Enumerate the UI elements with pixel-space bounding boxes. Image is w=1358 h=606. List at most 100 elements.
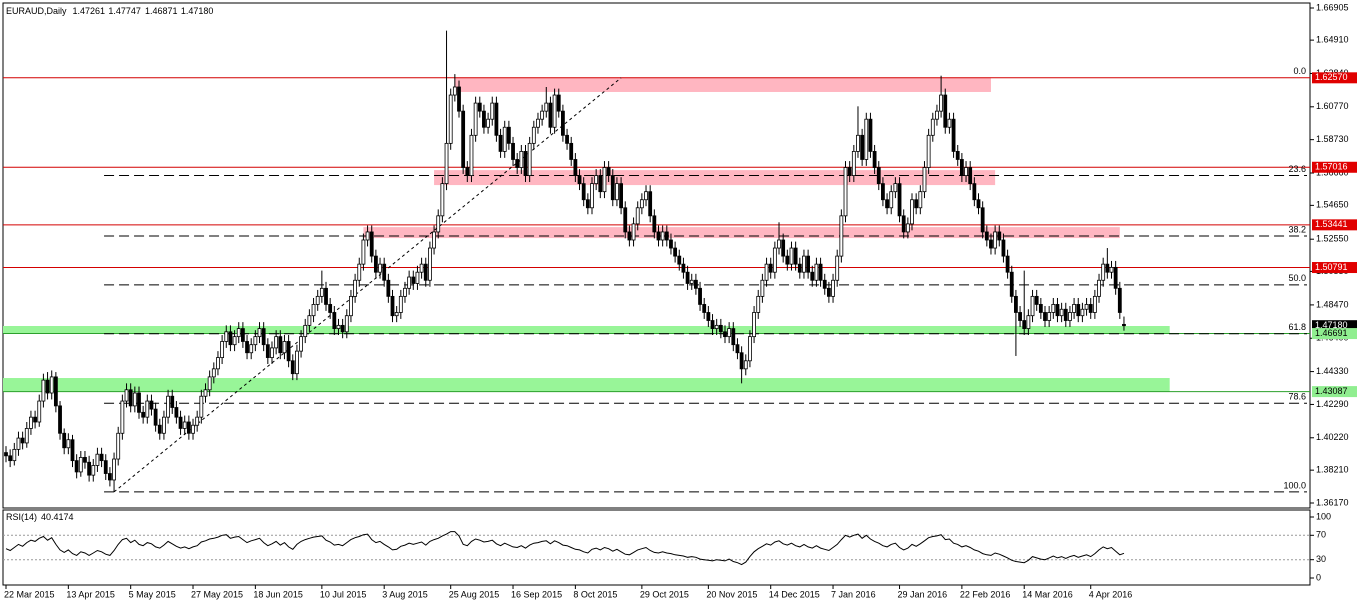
candle-body: [826, 287, 831, 297]
candle-body: [141, 411, 146, 418]
candle-body: [398, 295, 403, 313]
y-tick-label: 1.66905: [1316, 2, 1349, 12]
candle-body: [403, 287, 407, 297]
candle-body: [286, 341, 291, 362]
candle-body: [24, 428, 29, 444]
candle-body: [440, 183, 445, 217]
y-tick-label: 1.52550: [1316, 234, 1349, 244]
candle-body: [764, 263, 769, 281]
candle-body: [1014, 295, 1018, 313]
candle-body: [689, 279, 694, 284]
fib-label: 38.2: [1288, 224, 1306, 234]
candle-body: [935, 110, 939, 120]
candle-body: [1072, 304, 1076, 313]
candle-body: [265, 344, 270, 358]
candle-body: [415, 271, 420, 284]
candle-body: [1080, 308, 1085, 317]
candle-body: [511, 142, 515, 160]
candle-body: [1055, 304, 1060, 317]
y-tick-label: 1.60770: [1316, 101, 1349, 111]
indicator-header: RSI(14) 40.4174: [6, 512, 74, 522]
candle-body: [477, 102, 482, 112]
candle-body: [885, 199, 889, 209]
x-tick-label: 27 May 2015: [191, 589, 243, 599]
candle-body: [486, 118, 490, 128]
candle-body: [315, 295, 320, 305]
resistance-box: [1312, 262, 1357, 274]
candle-body: [216, 357, 220, 370]
candle-body: [619, 183, 623, 209]
candle-body: [1047, 312, 1052, 321]
resistance-label: 1.53441: [1315, 219, 1348, 229]
candle-body: [789, 247, 794, 265]
candle-body: [103, 460, 108, 474]
rsi-tick-label: 100: [1316, 511, 1331, 521]
candle-body: [743, 360, 748, 370]
candle-body: [502, 126, 507, 152]
candle-body: [748, 336, 752, 362]
candle-body: [905, 223, 910, 233]
candle-body: [897, 183, 902, 217]
candle-body: [656, 231, 661, 241]
candle-body: [527, 142, 532, 176]
y-tick-label: 1.36170: [1316, 497, 1349, 507]
candle-body: [45, 379, 50, 394]
candle-body: [515, 159, 520, 168]
candle-body: [860, 134, 865, 160]
candle-body: [772, 247, 777, 273]
candle-body: [132, 392, 137, 407]
candle-body: [673, 247, 678, 257]
y-tick-label: 1.54650: [1316, 200, 1349, 210]
candle-body: [340, 324, 345, 333]
fib-label: 78.6: [1288, 392, 1306, 402]
candle-body: [174, 407, 179, 418]
candle-body: [1022, 320, 1027, 329]
candle-body: [162, 416, 166, 434]
candle-body: [1117, 287, 1122, 313]
candle-body: [681, 263, 686, 273]
candle-body: [240, 328, 245, 342]
candle-body: [561, 110, 565, 136]
open-value: 1.47261: [73, 6, 106, 16]
candle-body: [182, 421, 187, 429]
candle-body: [78, 457, 83, 473]
candle-body: [1026, 315, 1031, 329]
candle-body: [357, 263, 362, 281]
fib-label: 50.0: [1288, 273, 1306, 283]
candle-body: [1068, 312, 1072, 321]
rsi-tick-label: 30: [1316, 554, 1326, 564]
candle-body: [868, 118, 873, 152]
symbol: EURAUD,Daily: [6, 6, 67, 16]
candle-body: [1109, 266, 1114, 273]
candle-body: [62, 432, 67, 449]
candle-body: [382, 263, 387, 281]
candle-body: [569, 142, 574, 160]
candle-body: [839, 215, 844, 257]
candle-body: [311, 304, 316, 317]
candle-body: [324, 287, 328, 305]
candle-body: [777, 239, 781, 249]
x-tick-label: 5 May 2015: [129, 589, 176, 599]
candle-body: [610, 175, 615, 201]
candle-body: [29, 416, 33, 429]
candle-body: [864, 118, 869, 160]
candle-body: [1038, 304, 1043, 313]
candle-body: [137, 392, 141, 413]
candle-body: [581, 183, 586, 201]
candle-body: [947, 118, 952, 128]
candle-body: [781, 239, 786, 257]
candle-body: [1005, 255, 1010, 273]
candle-body: [58, 405, 62, 434]
candle-body: [295, 350, 299, 375]
support-zone: [3, 378, 1170, 392]
candle-body: [793, 247, 798, 265]
candle-body: [706, 312, 711, 321]
candle-body: [465, 167, 470, 176]
candle-body: [16, 437, 21, 450]
x-tick-label: 22 Mar 2015: [4, 589, 55, 599]
candle-body: [245, 341, 249, 354]
candle-body: [951, 118, 956, 152]
candle-body: [660, 231, 665, 241]
chart-header: EURAUD,Daily 1.47261 1.47747 1.46871 1.47180: [6, 6, 213, 16]
resistance-label: 1.62570: [1315, 72, 1348, 82]
